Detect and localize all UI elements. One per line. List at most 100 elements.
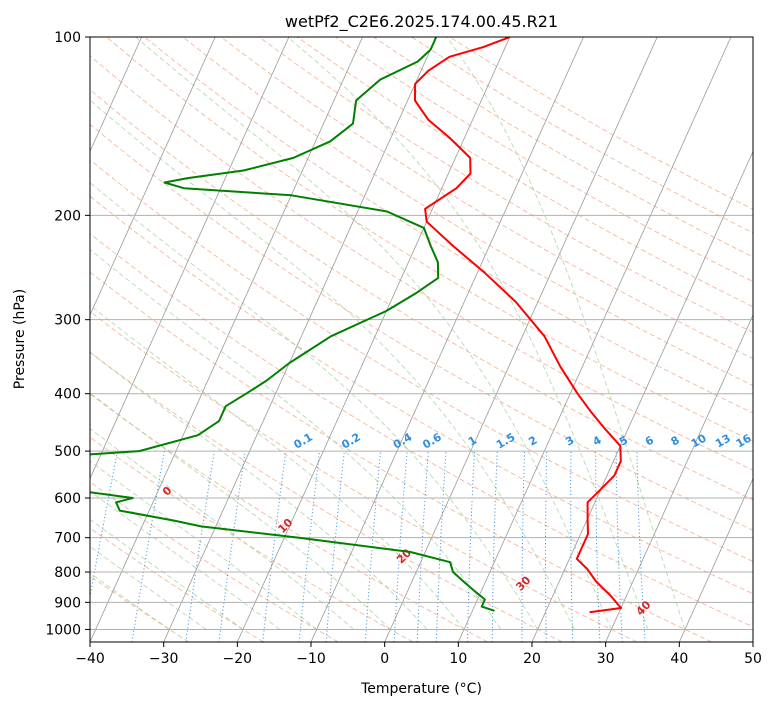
mixing-ratio-label: 16 [734, 431, 754, 450]
mixing-ratio-line [185, 451, 215, 642]
isotherm-line [90, 37, 216, 316]
dry-adiabat-line [182, 37, 753, 387]
mixing-ratio-label: 5 [617, 434, 630, 449]
isobars [90, 214, 753, 630]
y-axis-label: Pressure (hPa) [12, 289, 28, 389]
x-tick-label: 40 [670, 651, 688, 667]
moist-adiabat-line [90, 351, 428, 630]
y-tick-label: 300 [54, 313, 81, 329]
mixing-ratio-label: 0.2 [339, 431, 362, 452]
profile-line-2 [90, 37, 495, 612]
moist-adiabat-line [90, 518, 244, 630]
x-tick-label: −10 [296, 651, 326, 667]
isotherm-line [605, 313, 753, 642]
dry-adiabat-line [220, 37, 753, 360]
isotherm-line [310, 37, 584, 642]
mixing-ratio-lines [90, 451, 646, 642]
x-axis-ticks: −40 −30 −20 −10 0 10 20 30 40 50 [75, 642, 762, 667]
chart-title: wetPf2_C2E6.2025.174.00.45.R21 [285, 12, 558, 32]
profile-series [90, 37, 622, 614]
isotherm-line [457, 37, 732, 642]
isotherm-line [678, 477, 753, 642]
x-axis-label: Temperature (°C) [360, 681, 482, 697]
y-axis-ticks: 100 200 300 400 500 600 700 800 900 1000 [45, 30, 90, 638]
isotherm-line [384, 37, 658, 642]
dry-adiabat-line [90, 436, 414, 642]
isotherm-line [163, 37, 437, 642]
dry-adiabat-line [449, 37, 753, 210]
x-tick-label: −20 [223, 651, 253, 667]
background-line-labels: 0.10.20.40.611.523456810131620253036-100… [160, 430, 774, 618]
moist-adiabat-line [90, 545, 207, 630]
moist-adiabat-line [135, 37, 612, 630]
y-tick-label: 200 [54, 208, 81, 224]
dry-adiabat-line [90, 310, 638, 642]
dry-adiabat-line [90, 159, 753, 563]
mixing-ratio-label: 20 [754, 431, 774, 450]
dry-adiabat-line [90, 55, 753, 471]
y-tick-label: 800 [54, 565, 81, 581]
mixing-ratio-label: 0.1 [291, 431, 314, 452]
y-tick-label: 900 [54, 595, 81, 611]
mixing-ratio-line [393, 451, 408, 642]
dry-adiabat-line [90, 575, 190, 642]
mixing-ratio-line [521, 451, 526, 642]
mixing-ratio-label: 10 [689, 431, 709, 450]
dry-adiabat-line [296, 37, 753, 308]
mixing-ratio-label: 13 [713, 432, 733, 451]
x-tick-label: 10 [449, 651, 467, 667]
mixing-ratio-line [416, 451, 429, 642]
y-tick-label: 100 [54, 30, 81, 46]
mixing-ratio-line [615, 451, 623, 642]
isotherm-line [236, 37, 511, 642]
y-tick-label: 500 [54, 444, 81, 460]
dry-adiabat-line [90, 393, 488, 642]
dry-adiabat-line [90, 123, 753, 531]
isotherm-line [531, 150, 753, 642]
dry-adiabat-line [106, 37, 753, 442]
isotherm-line [90, 37, 363, 642]
dry-adiabat-line [258, 37, 753, 333]
mixing-ratio-line [467, 451, 475, 642]
mixing-ratio-line [435, 451, 447, 642]
plot-frame [89, 36, 754, 643]
dry-adiabat-line [90, 233, 753, 628]
profile-line-1 [414, 37, 622, 614]
moist-adiabat-line [90, 99, 575, 630]
moist-adiabat-line [90, 304, 465, 630]
mixing-ratio-label: 0.6 [420, 430, 444, 451]
dry-adiabat-line [144, 37, 753, 414]
moist-adiabat-line [287, 37, 649, 630]
mixing-ratio-label: 4 [591, 433, 604, 448]
mixing-ratio-label: 6 [643, 433, 656, 448]
moist-adiabats [90, 37, 686, 630]
isotherm-line [90, 37, 142, 153]
mixing-ratio-label: 2 [526, 434, 539, 449]
dry-adiabat-line [90, 89, 753, 501]
mixing-ratio-label: 3 [563, 434, 576, 449]
x-tick-label: 50 [744, 651, 762, 667]
mixing-ratio-line [595, 451, 601, 642]
moist-adiabat-line [90, 182, 539, 630]
plot-area: 0.10.20.40.611.523456810131620253036-100… [90, 37, 774, 642]
dry-adiabat-line [90, 527, 264, 642]
moist-adiabat-line [90, 428, 354, 630]
x-tick-label: 0 [380, 651, 389, 667]
moist-adiabat-line [90, 572, 170, 630]
mixing-ratio-line [218, 451, 246, 642]
y-tick-label: 1000 [45, 622, 81, 638]
x-tick-label: −30 [149, 651, 179, 667]
mixing-ratio-line [131, 451, 165, 642]
isotherms [90, 37, 753, 642]
dry-adiabat-line [90, 271, 712, 642]
mixing-ratio-label: 8 [669, 434, 682, 449]
isotherm-line [90, 37, 290, 480]
mixing-ratio-label: 1.5 [494, 431, 517, 452]
mixing-ratio-line [491, 451, 498, 642]
y-tick-label: 700 [54, 531, 81, 547]
moist-adiabat-line [90, 392, 391, 630]
mixing-ratio-line [545, 451, 548, 642]
moist-adiabat-line [90, 490, 281, 630]
y-tick-label: 400 [54, 387, 81, 403]
